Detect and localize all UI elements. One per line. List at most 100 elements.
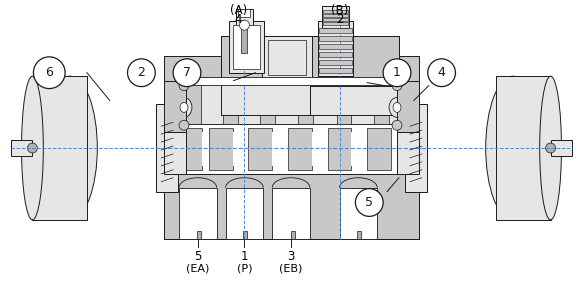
- Circle shape: [240, 20, 250, 30]
- Bar: [323, 10, 349, 13]
- Bar: [310, 36, 399, 86]
- Text: 3: 3: [287, 250, 294, 263]
- Bar: [238, 9, 250, 17]
- Bar: [550, 140, 573, 156]
- Bar: [178, 128, 202, 170]
- Text: 1: 1: [241, 250, 248, 263]
- Bar: [496, 76, 550, 220]
- Bar: [186, 77, 397, 85]
- Bar: [336, 81, 352, 124]
- Bar: [241, 25, 247, 53]
- Ellipse shape: [43, 76, 97, 220]
- Bar: [260, 81, 275, 124]
- Bar: [33, 76, 87, 220]
- Bar: [202, 132, 209, 166]
- Bar: [164, 132, 186, 174]
- Bar: [33, 76, 87, 220]
- Ellipse shape: [176, 98, 192, 117]
- Ellipse shape: [486, 76, 540, 220]
- Ellipse shape: [389, 98, 405, 117]
- Bar: [319, 44, 353, 49]
- Bar: [397, 132, 419, 174]
- Text: 1: 1: [393, 66, 401, 79]
- Circle shape: [383, 59, 411, 87]
- Text: 4: 4: [235, 13, 243, 26]
- Text: 6: 6: [45, 66, 53, 79]
- Bar: [176, 81, 407, 124]
- Bar: [233, 132, 240, 166]
- Bar: [248, 128, 272, 170]
- Bar: [357, 231, 361, 239]
- Circle shape: [428, 59, 455, 87]
- Bar: [156, 104, 178, 192]
- Bar: [164, 56, 419, 239]
- Bar: [164, 81, 186, 132]
- Bar: [328, 128, 352, 170]
- Bar: [312, 132, 319, 166]
- Bar: [244, 231, 247, 239]
- Text: (A): (A): [230, 4, 247, 17]
- Text: 7: 7: [183, 66, 191, 79]
- Bar: [179, 188, 217, 239]
- Text: (EB): (EB): [279, 264, 303, 274]
- Bar: [164, 81, 419, 132]
- Text: (EA): (EA): [186, 264, 209, 274]
- Bar: [319, 52, 353, 57]
- Bar: [339, 188, 377, 239]
- Bar: [226, 188, 264, 239]
- Bar: [405, 104, 427, 192]
- Circle shape: [173, 59, 201, 87]
- Circle shape: [128, 59, 155, 87]
- Circle shape: [179, 81, 189, 91]
- Bar: [156, 108, 166, 188]
- Bar: [10, 140, 33, 156]
- Bar: [352, 132, 359, 166]
- Circle shape: [179, 120, 189, 130]
- Bar: [220, 36, 310, 81]
- Bar: [220, 36, 310, 115]
- Bar: [288, 128, 312, 170]
- Bar: [164, 81, 419, 132]
- Bar: [319, 60, 353, 65]
- Bar: [186, 81, 201, 124]
- Text: 2: 2: [336, 13, 343, 26]
- Bar: [209, 128, 233, 170]
- Bar: [229, 21, 264, 73]
- Bar: [233, 25, 260, 69]
- Bar: [236, 9, 254, 29]
- Ellipse shape: [393, 102, 401, 112]
- Text: (P): (P): [237, 264, 252, 274]
- Bar: [176, 124, 407, 174]
- Bar: [417, 108, 427, 188]
- Ellipse shape: [22, 76, 43, 220]
- Bar: [164, 170, 419, 239]
- Bar: [223, 81, 237, 124]
- Text: 5: 5: [194, 250, 202, 263]
- Bar: [323, 18, 349, 21]
- Bar: [310, 36, 399, 115]
- Bar: [323, 22, 349, 25]
- Circle shape: [356, 189, 383, 216]
- Bar: [291, 231, 295, 239]
- Bar: [197, 231, 201, 239]
- Bar: [322, 6, 349, 28]
- Ellipse shape: [180, 102, 188, 112]
- Bar: [262, 36, 312, 81]
- Text: 4: 4: [438, 66, 445, 79]
- Bar: [397, 81, 419, 132]
- Circle shape: [392, 120, 402, 130]
- Bar: [319, 68, 353, 73]
- Circle shape: [546, 143, 556, 153]
- Text: 2: 2: [138, 66, 145, 79]
- Text: 5: 5: [366, 196, 373, 209]
- Circle shape: [392, 81, 402, 91]
- Bar: [367, 128, 391, 170]
- Bar: [298, 81, 313, 124]
- Bar: [268, 40, 306, 75]
- Bar: [319, 36, 353, 41]
- Ellipse shape: [540, 76, 561, 220]
- Circle shape: [27, 143, 37, 153]
- Bar: [272, 132, 279, 166]
- Bar: [319, 28, 353, 33]
- Bar: [374, 81, 389, 124]
